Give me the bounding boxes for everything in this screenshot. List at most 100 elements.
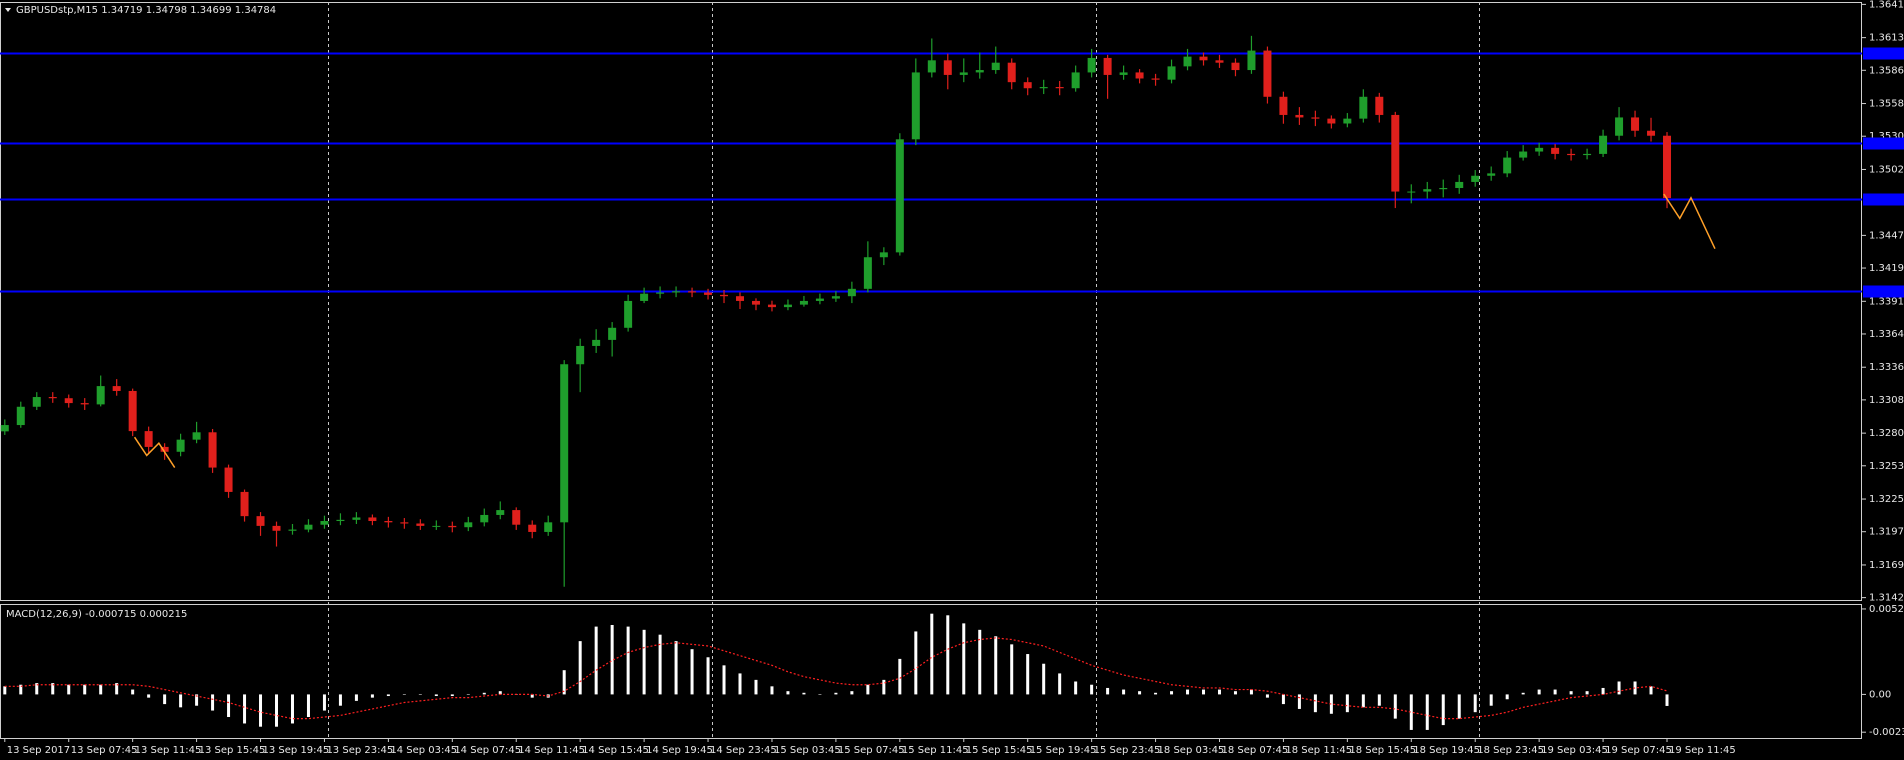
macd-bar: [322, 694, 326, 711]
candle-body: [1471, 175, 1480, 182]
candle-body: [1007, 62, 1016, 83]
candle-body: [1455, 181, 1464, 188]
candle-body: [1343, 118, 1352, 124]
y-tick-label: 0.005293: [1869, 604, 1904, 615]
macd-bar: [834, 692, 838, 695]
candle-body: [384, 521, 393, 523]
candle-body: [560, 364, 569, 523]
macd-bar: [482, 692, 486, 695]
y-tick-label: -0.00234: [1869, 727, 1904, 738]
x-tick-label: 15 Sep 11:45: [902, 745, 969, 756]
candle-body: [336, 519, 345, 522]
macd-bar: [19, 684, 23, 695]
candle-body: [400, 522, 409, 524]
macd-bar: [1313, 694, 1317, 713]
x-tick-label: 13 Sep 19:45: [263, 745, 330, 756]
macd-bar: [994, 636, 998, 695]
y-tick-label: 1.35025: [1869, 164, 1904, 175]
macd-bar: [578, 641, 582, 695]
candle-body: [592, 339, 601, 346]
y-tick-label: 1.35860: [1869, 65, 1904, 76]
candle-body: [1359, 96, 1368, 119]
y-tick-label: 0.00: [1869, 689, 1891, 700]
x-tick-label: 18 Sep 23:45: [1477, 745, 1544, 756]
candle-body: [368, 517, 377, 522]
candle-body: [1327, 118, 1336, 124]
macd-bar: [1233, 691, 1237, 695]
macd-bar: [1217, 689, 1221, 695]
candle-body: [1183, 56, 1192, 67]
x-tick-label: 14 Sep 11:45: [518, 745, 585, 756]
panel-frame: [0, 2, 1862, 601]
macd-bar: [418, 694, 422, 695]
candle-body: [1535, 147, 1544, 152]
macd-bar: [338, 694, 342, 706]
y-tick-label: 1.36415: [1869, 0, 1904, 10]
macd-bar: [1377, 694, 1381, 706]
candle-body: [1647, 130, 1656, 136]
candle-body: [256, 516, 265, 526]
macd-bar: [211, 694, 215, 711]
panel-frame: [0, 604, 1862, 739]
level-label: [1863, 285, 1904, 298]
macd-bar: [1425, 694, 1429, 730]
macd-bar: [914, 631, 918, 695]
candle-body: [847, 288, 856, 297]
candle-body: [160, 446, 169, 452]
y-tick-label: 1.3253: [1869, 461, 1904, 472]
candle-body: [1279, 96, 1288, 115]
macd-bar: [946, 615, 950, 695]
candle-body: [1263, 50, 1272, 97]
x-tick-label: 19 Sep 07:45: [1605, 745, 1672, 756]
candle-body: [624, 300, 633, 328]
macd-bar: [402, 694, 406, 695]
candle-body: [1055, 87, 1064, 89]
macd-bar: [706, 657, 710, 695]
y-tick-label: 1.35305: [1869, 131, 1904, 142]
macd-bar: [898, 658, 902, 695]
macd-bar: [1649, 686, 1653, 695]
macd-bar: [1170, 691, 1174, 695]
candle-body: [144, 431, 153, 447]
macd-bar: [51, 683, 55, 695]
candle-body: [1375, 96, 1384, 115]
candle-body: [1615, 117, 1624, 136]
candle-body: [799, 300, 808, 305]
macd-bar: [1345, 694, 1349, 713]
macd-bar: [434, 694, 438, 697]
macd-bar: [450, 694, 454, 697]
macd-bar: [1553, 689, 1557, 695]
menu-arrow[interactable]: [5, 8, 11, 12]
macd-bar: [115, 683, 119, 695]
macd-bar: [386, 694, 390, 697]
candle-body: [688, 291, 697, 293]
candle-body: [240, 491, 249, 517]
macd-bar: [1409, 694, 1413, 730]
candle-body: [272, 525, 281, 531]
candle-body: [352, 517, 361, 520]
macd-bar: [594, 626, 598, 695]
x-tick-label: 14 Sep 15:45: [582, 745, 649, 756]
candle-body: [96, 386, 105, 405]
macd-bar: [83, 684, 87, 695]
macd-bar: [3, 686, 7, 695]
macd-bar: [1058, 673, 1062, 695]
y-tick-label: 1.36135: [1869, 33, 1904, 44]
x-tick-label: 15 Sep 03:45: [774, 745, 841, 756]
macd-bar: [1569, 691, 1573, 695]
candle-body: [288, 529, 297, 531]
x-tick-label: 13 Sep 11:45: [135, 745, 202, 756]
macd-bar: [1601, 687, 1605, 695]
candle-body: [64, 398, 73, 404]
candle-body: [1167, 66, 1176, 80]
macd-bar: [930, 613, 934, 695]
candle-body: [1311, 117, 1320, 119]
candle-body: [672, 291, 681, 293]
macd-bar: [1585, 691, 1589, 695]
macd-bar: [1617, 681, 1621, 695]
macd-bar: [227, 694, 231, 718]
macd-bar: [1202, 689, 1206, 695]
macd-bar: [466, 694, 470, 695]
